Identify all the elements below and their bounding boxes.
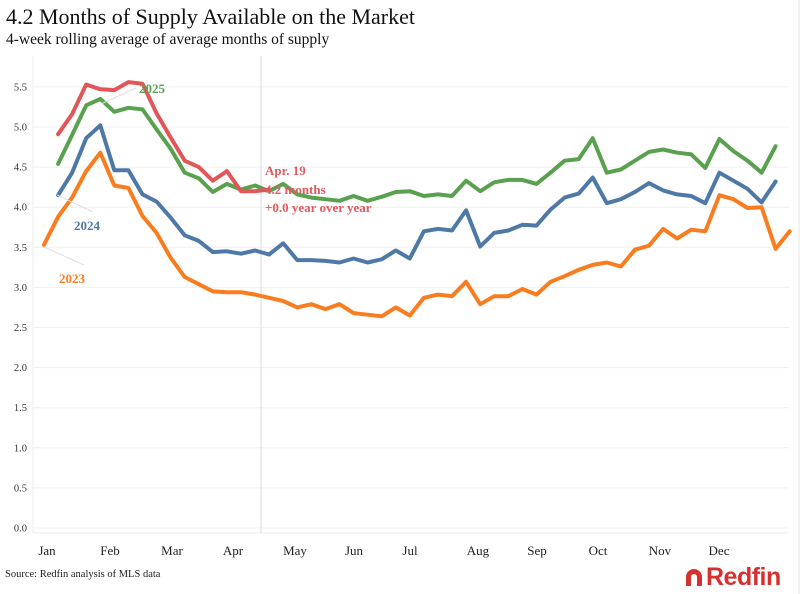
y-tick-label: 1.5: [14, 403, 27, 414]
series-labels: 2023 2024 2025: [43, 81, 166, 286]
source-note: Source: Redfin analysis of MLS data: [5, 569, 161, 580]
y-tick-label: 1.0: [14, 443, 27, 454]
y-tick-label: 4.5: [14, 163, 27, 174]
y-tick-label: 2.0: [14, 363, 27, 374]
chart-subtitle: 4-week rolling average of average months…: [6, 31, 330, 48]
y-tick-label: 5.5: [14, 82, 27, 93]
annotation-value: 4.2 months: [265, 182, 326, 197]
x-tick-label: Jul: [402, 543, 418, 558]
right-edge-band: [798, 0, 800, 594]
x-tick-label: Oct: [589, 543, 608, 558]
x-tick-label: Dec: [709, 543, 730, 558]
leader-line-2024: [56, 194, 94, 213]
series-label-2023: 2023: [59, 271, 86, 286]
x-tick-label: Aug: [467, 543, 490, 558]
leader-line-2023: [43, 246, 85, 266]
x-tick-label: May: [283, 543, 307, 558]
series-lines: [42, 80, 792, 319]
x-tick-label: Jun: [345, 543, 364, 558]
y-tick-label: 5.0: [14, 123, 27, 134]
x-tick-label: Mar: [161, 543, 183, 558]
y-tick-label: 0.5: [14, 483, 27, 494]
annotation: Apr. 19 4.2 months +0.0 year over year: [265, 163, 372, 215]
gridlines: [32, 56, 789, 534]
leader-line-2025: [100, 87, 137, 105]
series-label-2024: 2024: [74, 218, 101, 233]
redfin-logo: Redfin: [683, 563, 781, 591]
series-line-2025-ytd: [56, 80, 272, 194]
redfin-logo-icon: [686, 569, 702, 586]
y-tick-label: 4.0: [14, 203, 27, 214]
x-tick-label: Sep: [527, 543, 547, 558]
y-tick-label: 3.5: [14, 243, 27, 254]
y-tick-label: 0.0: [14, 524, 27, 535]
annotation-yoy: +0.0 year over year: [265, 200, 372, 215]
series-label-2025: 2025: [139, 81, 166, 96]
x-axis: Jan Feb Mar Apr May Jun Jul Aug Sep Oct Nov Dec: [38, 543, 729, 558]
y-tick-label: 2.5: [14, 323, 27, 334]
y-tick-label: 3.0: [14, 283, 27, 294]
x-tick-label: Nov: [649, 543, 672, 558]
series-line-2023: [42, 150, 792, 319]
chart-title: 4.2 Months of Supply Available on the Ma…: [6, 4, 415, 29]
y-axis: 0.0 0.5 1.0 1.5 2.0 2.5 3.0 3.5 4.0 4.5 5.0 5.5: [14, 82, 27, 534]
annotation-date: Apr. 19: [265, 163, 306, 178]
series-line-2024: [56, 123, 778, 265]
redfin-logo-text: Redfin: [706, 562, 781, 591]
series-line-2025: [56, 96, 778, 203]
x-tick-label: Feb: [100, 543, 120, 558]
x-tick-label: Jan: [38, 543, 56, 558]
x-tick-label: Apr: [223, 543, 244, 558]
